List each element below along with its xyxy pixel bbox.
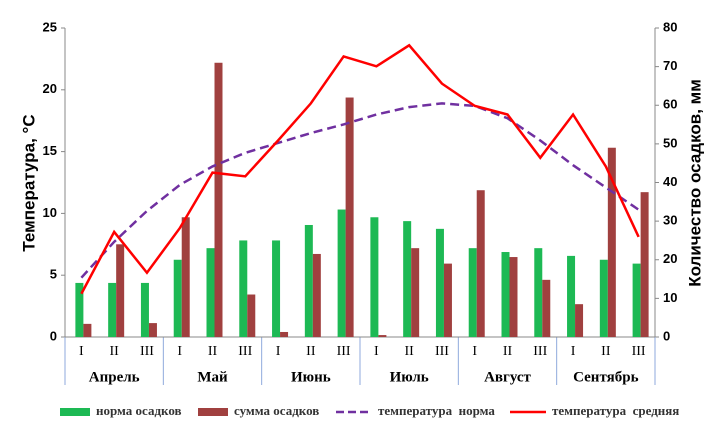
bar bbox=[567, 255, 576, 337]
bar bbox=[411, 248, 420, 337]
x-tick-label: I bbox=[571, 344, 576, 359]
bar bbox=[181, 217, 190, 337]
x-tick-label: I bbox=[472, 344, 477, 359]
bar bbox=[509, 257, 518, 337]
x-tick-label: I bbox=[276, 344, 281, 359]
bar bbox=[435, 228, 444, 337]
bar bbox=[280, 331, 289, 337]
bar bbox=[542, 279, 551, 337]
bar bbox=[345, 97, 354, 338]
bar bbox=[173, 259, 182, 337]
month-label: Май bbox=[197, 369, 228, 385]
x-tick-label: I bbox=[374, 344, 379, 359]
bar bbox=[108, 282, 117, 337]
month-label: Июль bbox=[390, 369, 429, 385]
bar bbox=[247, 294, 256, 337]
bar bbox=[599, 259, 608, 337]
bar bbox=[501, 252, 510, 337]
y-tick-label: 10 bbox=[43, 205, 57, 220]
bar bbox=[214, 62, 223, 337]
y2-tick-label: 30 bbox=[663, 213, 677, 228]
y-tick-label: 25 bbox=[43, 19, 57, 34]
bar bbox=[443, 263, 452, 337]
month-label: Сентябрь bbox=[573, 369, 638, 385]
x-tick-label: II bbox=[208, 344, 218, 359]
bar bbox=[534, 248, 543, 337]
x-tick-label: III bbox=[533, 344, 547, 359]
y2-tick-label: 70 bbox=[663, 58, 677, 73]
bar bbox=[607, 147, 616, 337]
legend-label: температура норма bbox=[378, 403, 495, 418]
y-tick-label: 20 bbox=[43, 81, 57, 96]
legend-swatch bbox=[198, 408, 228, 416]
legend-label: норма осадков bbox=[96, 403, 182, 418]
x-tick-label: II bbox=[405, 344, 415, 359]
x-tick-label: II bbox=[503, 344, 513, 359]
bar bbox=[272, 240, 281, 337]
y2-tick-label: 10 bbox=[663, 290, 677, 305]
y2-tick-label: 20 bbox=[663, 251, 677, 266]
bar bbox=[148, 323, 157, 337]
y2-tick-label: 0 bbox=[663, 328, 670, 343]
month-label: Август bbox=[484, 369, 531, 385]
bar bbox=[640, 192, 649, 337]
legend-label: сумма осадков bbox=[234, 403, 319, 418]
bar bbox=[632, 263, 641, 337]
bar bbox=[476, 190, 485, 337]
x-tick-label: I bbox=[177, 344, 182, 359]
legend-label: температура средняя bbox=[552, 403, 679, 418]
line bbox=[80, 43, 640, 295]
x-tick-label: III bbox=[337, 344, 351, 359]
x-tick-label: III bbox=[140, 344, 154, 359]
x-tick-label: I bbox=[79, 344, 84, 359]
y-tick-label: 15 bbox=[43, 143, 57, 158]
y2-tick-label: 60 bbox=[663, 97, 677, 112]
y-tick-label: 5 bbox=[50, 267, 57, 282]
bar bbox=[304, 224, 313, 337]
legend-swatch bbox=[60, 408, 90, 416]
y2-tick-label: 40 bbox=[663, 174, 677, 189]
x-tick-label: III bbox=[435, 344, 449, 359]
x-tick-label: II bbox=[110, 344, 120, 359]
bar bbox=[337, 209, 346, 337]
x-tick-label: II bbox=[601, 344, 611, 359]
line bbox=[80, 102, 640, 279]
month-label: Июнь bbox=[291, 369, 331, 385]
y-axis-title: Температура, °С bbox=[19, 114, 38, 251]
bar bbox=[468, 248, 477, 337]
x-tick-label: II bbox=[306, 344, 316, 359]
y2-tick-label: 80 bbox=[663, 19, 677, 34]
y2-tick-label: 50 bbox=[663, 135, 677, 150]
month-label: Апрель bbox=[89, 369, 140, 385]
y2-axis-title: Количество осадков, мм bbox=[685, 79, 704, 287]
bar bbox=[403, 221, 412, 337]
bar bbox=[378, 335, 387, 337]
bar bbox=[140, 282, 149, 337]
bar bbox=[83, 323, 92, 337]
bar bbox=[206, 248, 215, 337]
bar bbox=[312, 253, 321, 337]
y-tick-label: 0 bbox=[50, 328, 57, 343]
bar bbox=[575, 304, 584, 337]
x-tick-label: III bbox=[238, 344, 252, 359]
x-tick-label: III bbox=[632, 344, 646, 359]
bar bbox=[370, 217, 379, 337]
bar bbox=[116, 244, 125, 337]
bar bbox=[239, 240, 248, 337]
bar bbox=[75, 282, 84, 337]
